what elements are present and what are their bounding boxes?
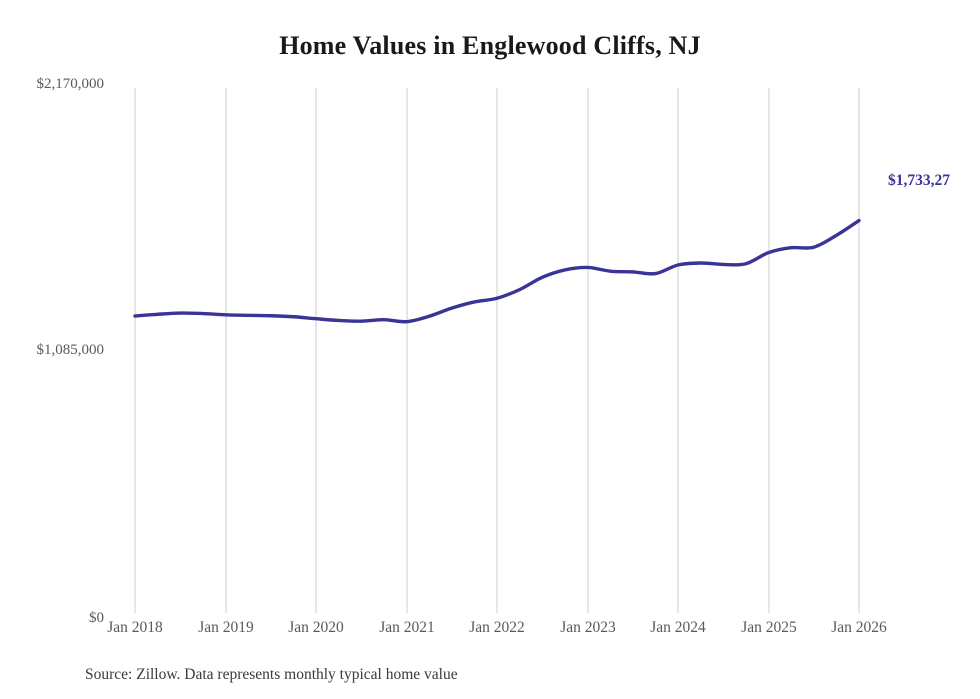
chart-title: Home Values in Englewood Cliffs, NJ: [279, 31, 701, 60]
x-tick-label-6: Jan 2024: [650, 619, 706, 636]
y-tick-label-1: $1,085,000: [36, 342, 105, 358]
series-line-0: [133, 218, 861, 324]
chart-series-group: [133, 218, 861, 324]
x-tick-label-8: Jan 2026: [831, 619, 887, 636]
y-axis: $2,170,000 $1,085,000 $0: [0, 0, 105, 699]
x-tick-label-1: Jan 2019: [198, 619, 254, 636]
source-footnote: Source: Zillow. Data represents monthly …: [85, 666, 458, 683]
end-value-label: $1,733,27: [888, 172, 950, 189]
x-tick-label-7: Jan 2025: [741, 619, 797, 636]
chart-gridlines: [134, 88, 860, 613]
y-tick-label-0: $2,170,000: [36, 76, 105, 92]
x-tick-label-0: Jan 2018: [107, 619, 163, 636]
x-tick-label-5: Jan 2023: [560, 619, 616, 636]
x-tick-label-3: Jan 2021: [379, 619, 435, 636]
y-tick-label-2: $0: [89, 610, 104, 626]
x-tick-label-2: Jan 2020: [288, 619, 344, 636]
x-tick-label-4: Jan 2022: [469, 619, 525, 636]
